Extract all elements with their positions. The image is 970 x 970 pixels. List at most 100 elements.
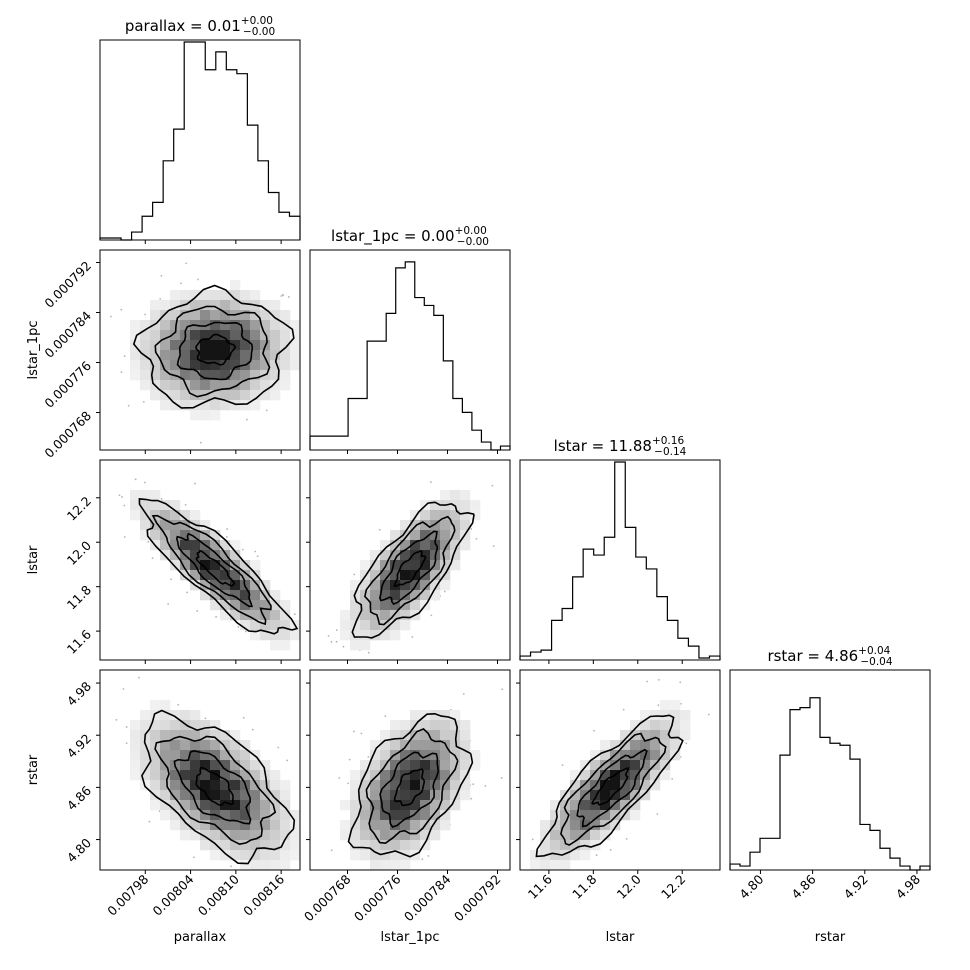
- density-cell: [590, 770, 601, 781]
- contour-line: [378, 530, 439, 605]
- density-cell: [390, 570, 401, 581]
- density-cell: [280, 800, 291, 811]
- density-cell: [190, 800, 201, 811]
- sample-point: [138, 676, 140, 679]
- density-cell: [210, 730, 221, 741]
- density-cell: [220, 760, 231, 771]
- density-cell: [200, 760, 211, 771]
- density-cell: [620, 740, 631, 751]
- density-cell: [680, 720, 691, 731]
- y-tick-label: 0.000768: [41, 408, 94, 461]
- density-cell: [260, 610, 271, 621]
- sample-point: [185, 262, 188, 265]
- density-cell: [200, 300, 211, 311]
- density-cell: [240, 620, 251, 631]
- density-cell: [420, 510, 431, 521]
- density-cell: [410, 790, 421, 801]
- density-cell: [570, 840, 581, 851]
- density-cell: [440, 750, 451, 761]
- density-cell: [650, 740, 661, 751]
- density-cell: [390, 530, 401, 541]
- sample-point: [491, 484, 494, 487]
- density-cell: [390, 600, 401, 611]
- density-cell: [440, 560, 451, 571]
- density-cell: [170, 380, 181, 391]
- density-cell: [170, 400, 181, 411]
- density-cell: [370, 580, 381, 591]
- density-cell: [350, 780, 361, 791]
- density-cell: [430, 710, 441, 721]
- density-cell: [590, 800, 601, 811]
- sample-point: [657, 678, 660, 681]
- density-cell: [240, 290, 251, 301]
- sample-point: [120, 371, 123, 374]
- density-cell: [190, 770, 201, 781]
- sample-point: [293, 613, 296, 616]
- sample-point: [492, 545, 495, 547]
- density-cell: [350, 850, 361, 861]
- x-axis-label-rstar: rstar: [815, 930, 846, 945]
- density-cell: [570, 790, 581, 801]
- density-cell: [390, 820, 401, 831]
- density-cell: [370, 590, 381, 601]
- density-cell: [280, 330, 291, 341]
- sample-point: [335, 640, 338, 643]
- density-cell: [150, 490, 161, 501]
- density-cell: [600, 780, 611, 791]
- density-cell: [540, 840, 551, 851]
- y-tick-label: 11.6: [64, 627, 94, 657]
- density-cell: [610, 810, 621, 821]
- density-cell: [400, 790, 411, 801]
- contour-line: [351, 501, 475, 639]
- density-cell: [380, 810, 391, 821]
- sample-point: [186, 591, 189, 594]
- sample-point: [657, 704, 660, 707]
- density-cell: [170, 720, 181, 731]
- density-cell: [190, 550, 201, 561]
- density-cell: [160, 770, 171, 781]
- sample-point: [430, 614, 433, 617]
- density-cell: [150, 750, 161, 761]
- density-cell: [460, 490, 471, 501]
- sample-point: [367, 755, 370, 758]
- density-cell: [260, 320, 271, 331]
- density-cell: [220, 570, 231, 581]
- density-cell: [590, 830, 601, 841]
- density-cell: [150, 780, 161, 791]
- density-cell: [650, 720, 661, 731]
- density-cell: [270, 320, 281, 331]
- density-cell: [240, 860, 251, 871]
- density-cell: [200, 780, 211, 791]
- y-tick-label: 4.98: [64, 679, 94, 709]
- density-cell: [200, 290, 211, 301]
- density-cell: [620, 780, 631, 791]
- density-cell: [270, 590, 281, 601]
- density-cell: [140, 340, 151, 351]
- density-cell: [260, 780, 271, 791]
- density-cell: [210, 850, 221, 861]
- density-cell: [460, 720, 471, 731]
- density-cell: [260, 840, 271, 851]
- density-cell: [610, 800, 621, 811]
- density-cell: [260, 360, 271, 371]
- density-cell: [200, 340, 211, 351]
- contour-line: [591, 767, 630, 806]
- sample-point: [120, 308, 123, 311]
- sample-point: [167, 603, 170, 606]
- x-axis-label-lstar_1pc: lstar_1pc: [381, 930, 440, 945]
- x-tick-label: 0.00804: [150, 871, 197, 918]
- density-cell: [400, 590, 411, 601]
- density-cell: [230, 800, 241, 811]
- density-cell: [340, 630, 351, 641]
- density-cell: [230, 810, 241, 821]
- sample-point: [646, 680, 648, 683]
- density-cell: [380, 740, 391, 751]
- density-cell: [280, 310, 291, 321]
- density-cell: [270, 810, 281, 821]
- density-cell: [420, 840, 431, 851]
- density-cell: [160, 390, 171, 401]
- density-cell: [190, 330, 201, 341]
- density-cell: [380, 800, 391, 811]
- density-cell: [230, 370, 241, 381]
- density-cell: [180, 390, 191, 401]
